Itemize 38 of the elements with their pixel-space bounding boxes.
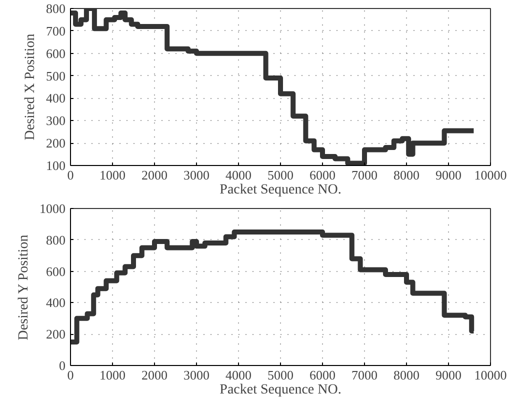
x-axis-title: Packet Sequence NO. (220, 382, 342, 398)
x-tick-label: 3000 (184, 168, 210, 182)
x-tick-label: 2000 (142, 168, 168, 182)
y-tick-label: 800 (46, 1, 66, 16)
x-axis-title: Packet Sequence NO. (220, 182, 342, 198)
x-tick-label: 4000 (226, 368, 252, 382)
x-tick-label: 1000 (100, 168, 126, 182)
y-tick-label: 0 (59, 358, 66, 373)
y-tick-label: 1000 (40, 201, 66, 216)
x-tick-label: 9000 (436, 168, 462, 182)
x-tick-label: 2000 (142, 368, 168, 382)
y-tick-label: 400 (46, 295, 66, 310)
y-tick-label: 200 (46, 326, 66, 342)
x-tick-label: 6000 (310, 368, 336, 382)
y-tick-label: 500 (46, 68, 66, 84)
x-tick-label: 3000 (184, 368, 210, 382)
x-tick-label: 7000 (352, 368, 378, 382)
x-tick-label: 5000 (268, 368, 294, 382)
y-tick-label: 400 (46, 90, 66, 106)
y-axis-title: Desired Y Position (16, 234, 32, 340)
x-tick-label: 10000 (474, 368, 507, 382)
y-tick-label: 800 (46, 232, 66, 248)
x-tick-label: 8000 (394, 368, 420, 382)
y-tick-label: 600 (46, 46, 66, 61)
x-tick-label: 6000 (310, 168, 336, 182)
y-tick-label: 700 (46, 23, 66, 38)
x-tick-label: 8000 (394, 168, 420, 182)
y-tick-label: 200 (46, 136, 66, 151)
x-tick-label: 7000 (352, 168, 378, 182)
x-tick-label: 9000 (436, 368, 462, 382)
x-tick-label: 10000 (474, 168, 507, 182)
y-tick-label: 600 (46, 264, 66, 279)
x-tick-label: 1000 (100, 368, 126, 382)
y-tick-label: 100 (46, 158, 66, 173)
x-tick-label: 5000 (268, 168, 294, 182)
y-tick-label: 300 (46, 113, 66, 128)
x-tick-label: 4000 (226, 168, 252, 182)
y-axis-title: Desired X Position (23, 34, 38, 140)
